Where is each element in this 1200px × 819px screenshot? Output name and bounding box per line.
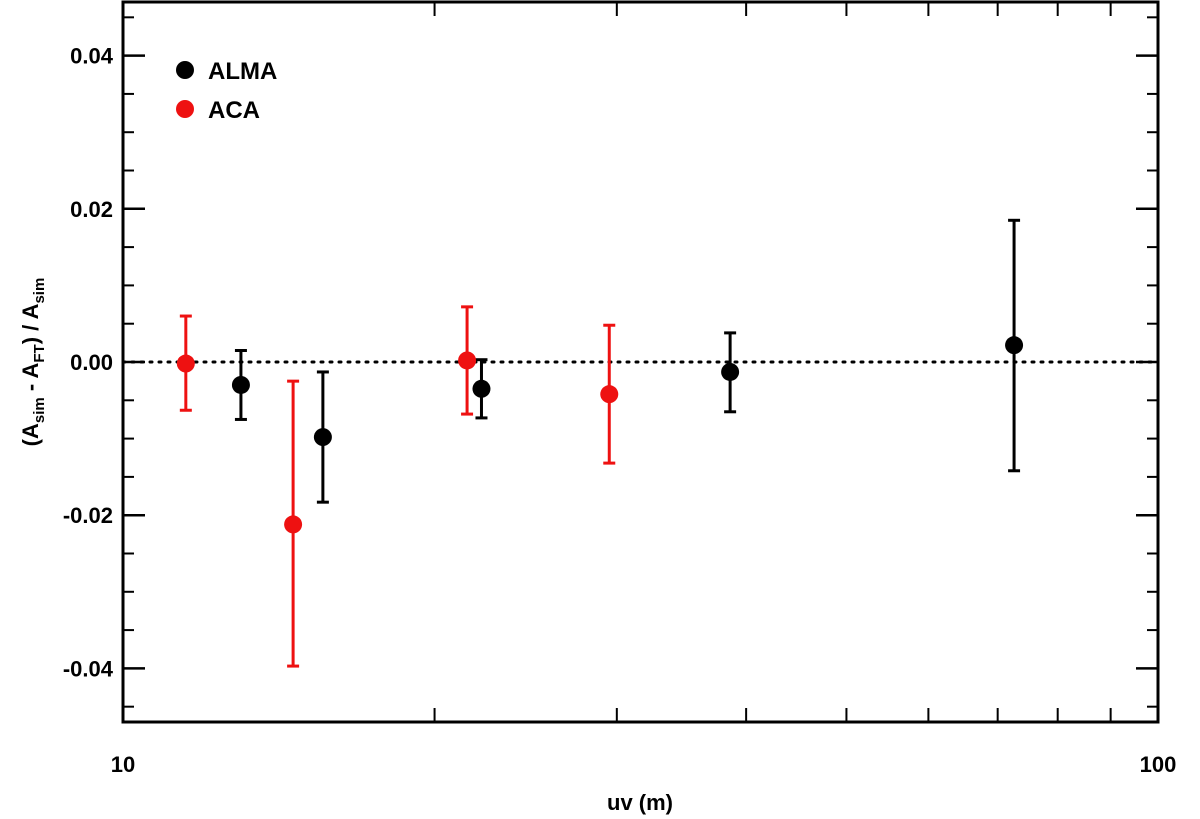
x-tick-label: 100 — [1140, 752, 1177, 777]
y-tick-label: 0.00 — [70, 350, 113, 375]
y-axis-title: (Asim - AFT) / Asim — [18, 278, 48, 447]
legend-marker-aca — [176, 100, 194, 118]
alma-data-point — [313, 428, 332, 447]
points-layer — [176, 218, 1024, 668]
legend-label-aca: ACA — [208, 97, 260, 124]
legend-marker-alma — [176, 61, 194, 79]
y-axis-title-sub3: sim — [31, 278, 48, 304]
y-tick-label: -0.04 — [63, 656, 114, 681]
aca-data-point — [176, 354, 195, 373]
alma-data-point — [231, 375, 250, 394]
aca-data-point — [458, 351, 477, 370]
alma-data-point — [1005, 336, 1024, 355]
legend-label-alma: ALMA — [208, 58, 277, 85]
ticks-layer: 0.04 0.02 0.00 -0.02 -0.04 10 100 — [63, 2, 1177, 777]
y-axis-title-sub2: FT — [31, 344, 48, 362]
alma-data-point — [721, 362, 740, 381]
y-tick-label: -0.02 — [63, 503, 113, 528]
aca-data-point — [284, 515, 303, 534]
legend: ALMA ACA — [176, 58, 277, 124]
y-axis-title-minus: - A — [18, 363, 43, 398]
y-tick-label: 0.02 — [70, 197, 113, 222]
x-axis-title: uv (m) — [607, 790, 673, 815]
alma-data-point — [472, 379, 491, 398]
aca-data-point — [600, 385, 619, 404]
y-axis-title-close: ) / A — [18, 303, 43, 344]
y-tick-label: 0.04 — [70, 44, 114, 69]
y-axis-title-sub1: sim — [31, 397, 48, 423]
y-axis-title-open: (A — [18, 423, 43, 446]
x-tick-label: 10 — [111, 752, 135, 777]
